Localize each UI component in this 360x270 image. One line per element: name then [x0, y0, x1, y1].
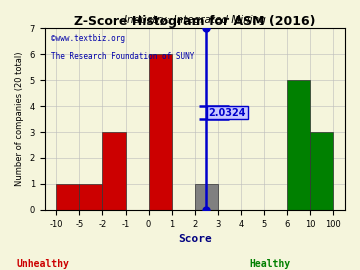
Text: Unhealthy: Unhealthy — [17, 259, 69, 269]
Bar — [149, 54, 172, 210]
Text: Industry: Integrated Mining: Industry: Integrated Mining — [124, 15, 266, 25]
X-axis label: Score: Score — [178, 234, 212, 244]
Y-axis label: Number of companies (20 total): Number of companies (20 total) — [15, 52, 24, 186]
Bar — [79, 184, 102, 210]
Bar — [310, 132, 333, 210]
Text: Healthy: Healthy — [249, 259, 291, 269]
Title: Z-Score Histogram for ASM (2016): Z-Score Histogram for ASM (2016) — [74, 15, 316, 28]
Bar — [56, 184, 79, 210]
Bar — [287, 80, 310, 210]
Bar — [195, 184, 218, 210]
Bar — [102, 132, 126, 210]
Text: 2.0324: 2.0324 — [209, 107, 246, 117]
Text: ©www.textbiz.org: ©www.textbiz.org — [51, 33, 125, 43]
Text: The Research Foundation of SUNY: The Research Foundation of SUNY — [51, 52, 194, 61]
